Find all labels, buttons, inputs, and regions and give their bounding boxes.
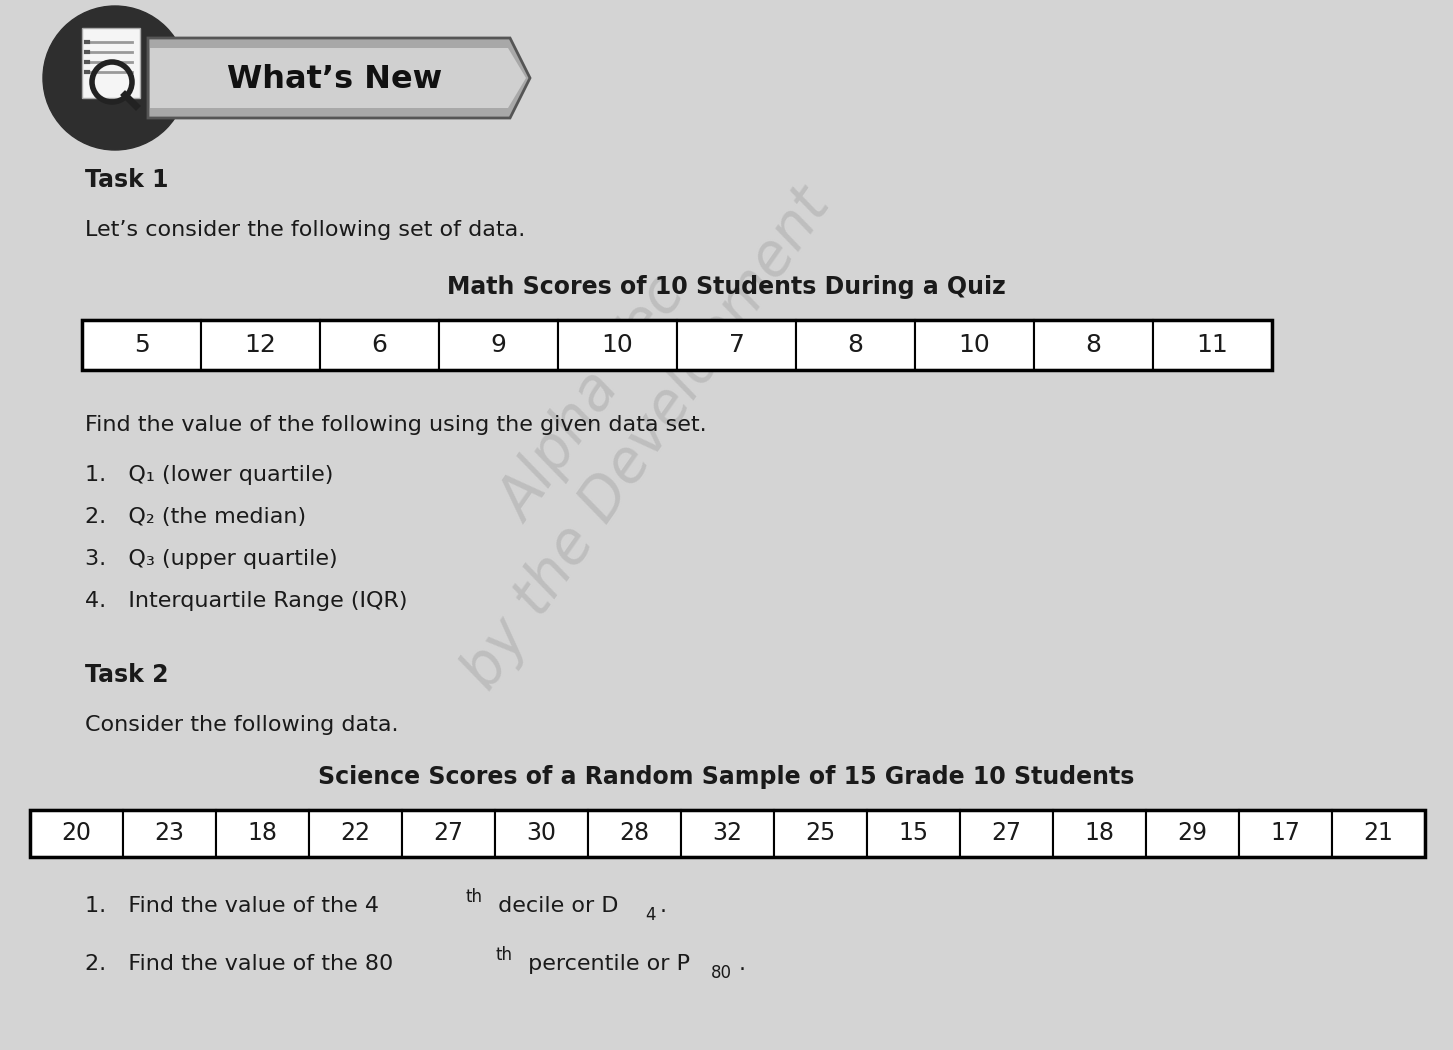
Text: 1.  Q₁ (lower quartile): 1. Q₁ (lower quartile)	[84, 465, 333, 485]
FancyBboxPatch shape	[439, 320, 558, 370]
Text: 10: 10	[959, 333, 991, 357]
FancyBboxPatch shape	[867, 810, 960, 857]
FancyBboxPatch shape	[1332, 810, 1425, 857]
FancyBboxPatch shape	[1035, 320, 1154, 370]
Text: Let’s consider the following set of data.: Let’s consider the following set of data…	[84, 220, 525, 240]
Text: 4: 4	[645, 906, 655, 924]
Polygon shape	[148, 38, 530, 118]
FancyBboxPatch shape	[320, 320, 439, 370]
Text: 28: 28	[619, 821, 649, 845]
Text: th: th	[495, 946, 511, 964]
FancyBboxPatch shape	[81, 28, 139, 98]
FancyBboxPatch shape	[124, 810, 216, 857]
FancyBboxPatch shape	[1239, 810, 1332, 857]
FancyBboxPatch shape	[495, 810, 588, 857]
Text: 25: 25	[805, 821, 835, 845]
FancyBboxPatch shape	[81, 320, 201, 370]
Text: 27: 27	[433, 821, 464, 845]
Text: 21: 21	[1363, 821, 1393, 845]
FancyBboxPatch shape	[796, 320, 915, 370]
FancyBboxPatch shape	[681, 810, 774, 857]
Text: 17: 17	[1270, 821, 1300, 845]
FancyBboxPatch shape	[1146, 810, 1239, 857]
Text: 6: 6	[372, 333, 388, 357]
FancyBboxPatch shape	[201, 320, 320, 370]
Text: 1.  Find the value of the 4: 1. Find the value of the 4	[84, 896, 379, 916]
Text: Task 1: Task 1	[84, 168, 169, 192]
FancyBboxPatch shape	[216, 810, 309, 857]
Text: percentile or P: percentile or P	[522, 954, 690, 974]
Text: 30: 30	[526, 821, 556, 845]
FancyBboxPatch shape	[402, 810, 495, 857]
Text: 12: 12	[244, 333, 276, 357]
Text: 20: 20	[61, 821, 92, 845]
Text: 10: 10	[602, 333, 634, 357]
FancyBboxPatch shape	[558, 320, 677, 370]
Text: 18: 18	[247, 821, 278, 845]
FancyBboxPatch shape	[1053, 810, 1146, 857]
FancyBboxPatch shape	[915, 320, 1035, 370]
Text: Alpha Tec
by the Development: Alpha Tec by the Development	[398, 140, 841, 700]
Text: 80: 80	[711, 964, 732, 982]
Text: .: .	[660, 896, 667, 916]
Text: Science Scores of a Random Sample of 15 Grade 10 Students: Science Scores of a Random Sample of 15 …	[318, 765, 1135, 789]
FancyBboxPatch shape	[960, 810, 1053, 857]
Text: 15: 15	[898, 821, 928, 845]
Text: 22: 22	[340, 821, 371, 845]
Text: Consider the following data.: Consider the following data.	[84, 715, 398, 735]
Text: 8: 8	[847, 333, 863, 357]
Text: 29: 29	[1177, 821, 1207, 845]
Text: 2.  Find the value of the 80: 2. Find the value of the 80	[84, 954, 394, 974]
FancyBboxPatch shape	[588, 810, 681, 857]
Text: What’s New: What’s New	[227, 64, 443, 96]
Text: 8: 8	[1085, 333, 1101, 357]
FancyBboxPatch shape	[31, 810, 124, 857]
Text: 3.  Q₃ (upper quartile): 3. Q₃ (upper quartile)	[84, 549, 337, 569]
Text: 7: 7	[728, 333, 744, 357]
FancyBboxPatch shape	[677, 320, 796, 370]
Polygon shape	[150, 48, 526, 108]
FancyBboxPatch shape	[309, 810, 402, 857]
Text: 2.  Q₂ (the median): 2. Q₂ (the median)	[84, 507, 307, 527]
Text: decile or D: decile or D	[491, 896, 619, 916]
Text: 23: 23	[154, 821, 185, 845]
Text: 32: 32	[712, 821, 742, 845]
FancyBboxPatch shape	[1154, 320, 1271, 370]
Text: Math Scores of 10 Students During a Quiz: Math Scores of 10 Students During a Quiz	[446, 275, 1005, 299]
Text: Task 2: Task 2	[84, 663, 169, 687]
Text: 9: 9	[491, 333, 507, 357]
Circle shape	[44, 6, 187, 150]
Text: .: .	[740, 954, 745, 974]
Text: 4.  Interquartile Range (IQR): 4. Interquartile Range (IQR)	[84, 591, 407, 611]
FancyBboxPatch shape	[774, 810, 867, 857]
Text: 27: 27	[991, 821, 1021, 845]
Text: th: th	[465, 888, 482, 906]
Text: 5: 5	[134, 333, 150, 357]
Text: 18: 18	[1084, 821, 1114, 845]
Text: Find the value of the following using the given data set.: Find the value of the following using th…	[84, 415, 706, 435]
Text: 11: 11	[1197, 333, 1228, 357]
